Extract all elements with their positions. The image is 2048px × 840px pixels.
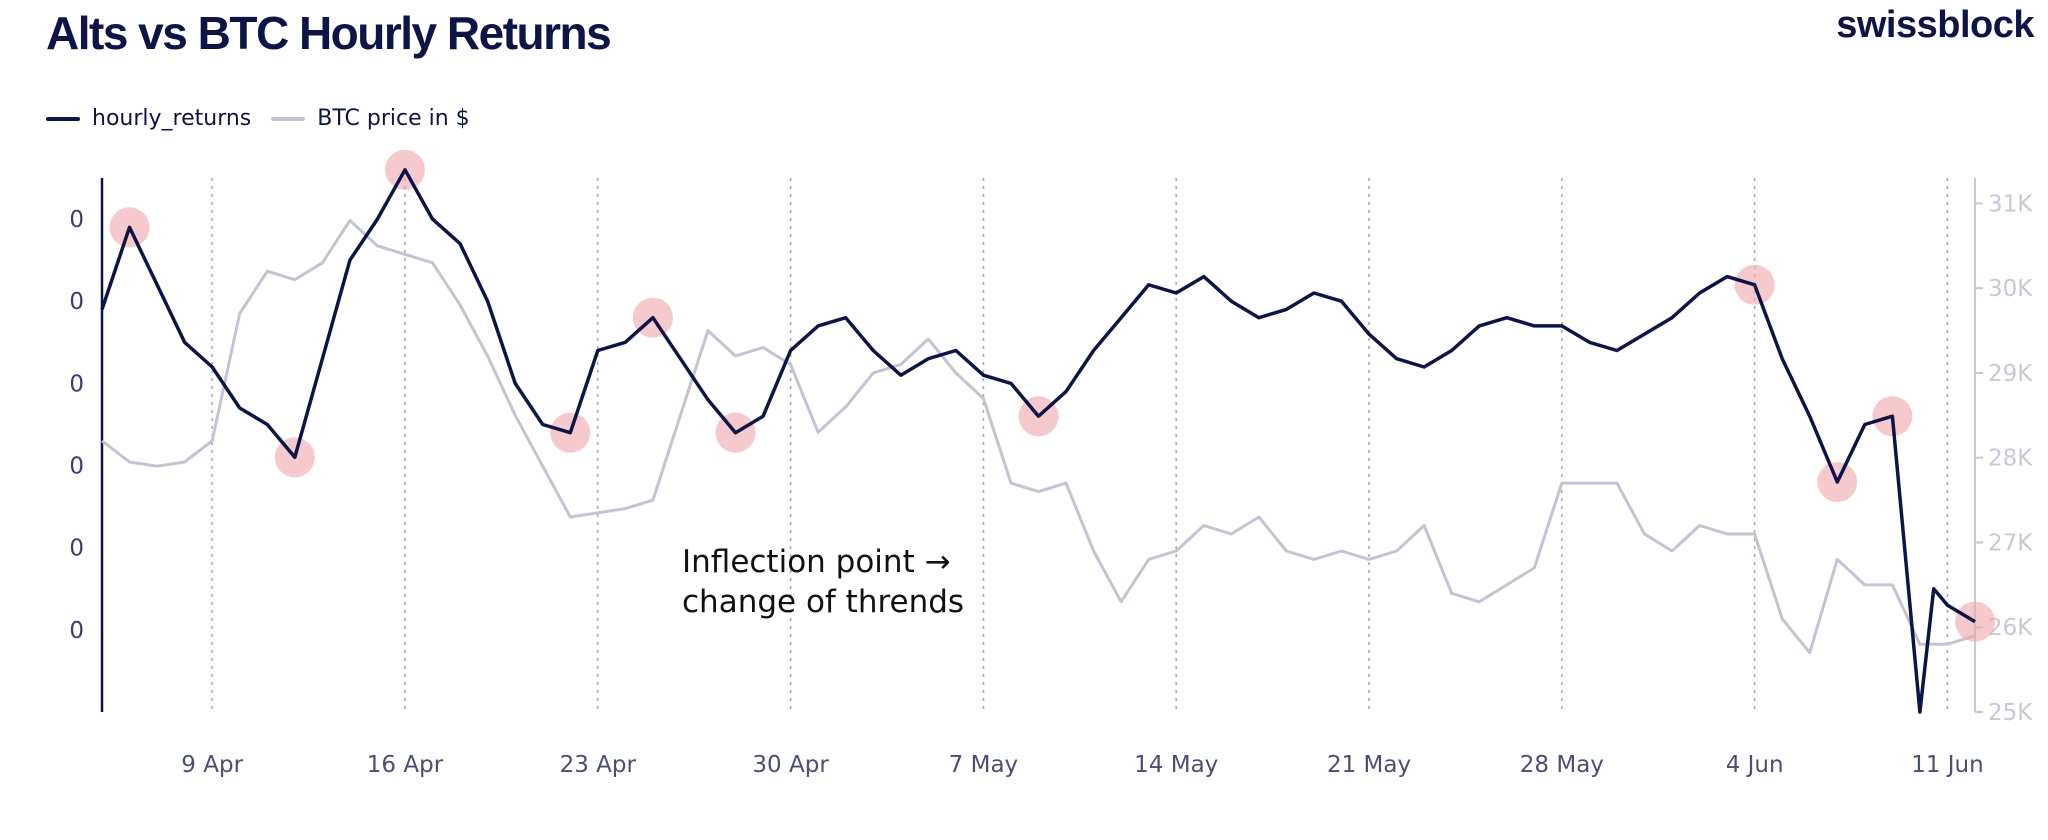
x-tick-label: 7 May bbox=[949, 752, 1019, 778]
x-tick-label: 11 Jun bbox=[1911, 752, 1984, 778]
x-tick-label: 30 Apr bbox=[752, 752, 829, 778]
x-tick-label: 21 May bbox=[1327, 752, 1411, 778]
y-left-tick-label: 0 bbox=[69, 618, 84, 644]
chart-legend: hourly_returns BTC price in $ bbox=[46, 106, 490, 131]
y-left-tick-label: 0 bbox=[69, 207, 84, 233]
y-right-tick-label: 28K bbox=[1988, 446, 2033, 472]
legend-label-btc-price: BTC price in $ bbox=[317, 106, 470, 131]
y-right-tick-label: 27K bbox=[1988, 530, 2033, 556]
y-right-tick-label: 26K bbox=[1988, 615, 2033, 641]
legend-item-hourly-returns[interactable]: hourly_returns bbox=[46, 106, 251, 131]
y-right-tick-label: 31K bbox=[1988, 191, 2033, 217]
brand-logo: swissblock bbox=[1836, 4, 2034, 46]
legend-swatch-hourly-returns bbox=[46, 116, 80, 121]
x-tick-label: 23 Apr bbox=[560, 752, 637, 778]
x-tick-label: 28 May bbox=[1520, 752, 1604, 778]
y-right-tick-label: 25K bbox=[1988, 700, 2033, 726]
x-tick-label: 16 Apr bbox=[367, 752, 444, 778]
y-left-tick-label: 0 bbox=[69, 454, 84, 480]
x-tick-label: 4 Jun bbox=[1726, 752, 1784, 778]
legend-swatch-btc-price bbox=[271, 116, 306, 121]
y-right-tick-label: 30K bbox=[1988, 276, 2033, 302]
x-tick-label: 9 Apr bbox=[181, 752, 243, 778]
inflection-marker bbox=[1955, 601, 1995, 642]
x-tick-label: 14 May bbox=[1134, 752, 1218, 778]
y-left-tick-label: 0 bbox=[69, 371, 84, 397]
y-left-tick-label: 0 bbox=[69, 289, 84, 315]
chart-annotation: Inflection point → change of thrends bbox=[682, 542, 964, 622]
chart-title: Alts vs BTC Hourly Returns bbox=[46, 7, 612, 59]
legend-label-hourly-returns: hourly_returns bbox=[92, 106, 252, 131]
legend-item-btc-price[interactable]: BTC price in $ bbox=[271, 106, 470, 131]
annotation-line-1: Inflection point → bbox=[682, 544, 951, 580]
y-left-tick-label: 0 bbox=[69, 536, 84, 562]
annotation-line-2: change of thrends bbox=[682, 584, 965, 620]
series-line-hourly-returns bbox=[100, 168, 1976, 714]
series-line-btc-price bbox=[101, 218, 1976, 655]
y-right-tick-label: 29K bbox=[1988, 361, 2033, 387]
